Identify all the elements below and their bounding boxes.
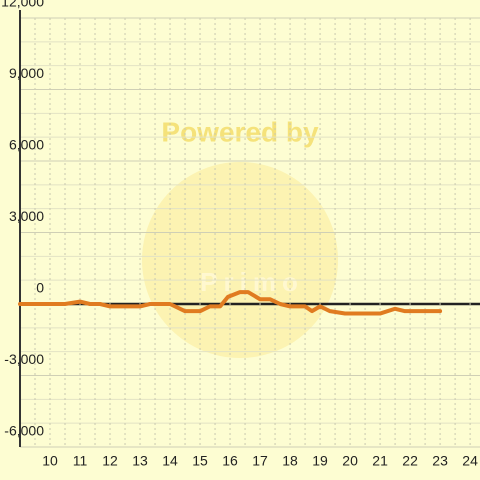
y-tick-label: 9,000 xyxy=(9,65,44,81)
x-tick-label: 23 xyxy=(432,453,448,469)
x-tick-label: 24 xyxy=(462,453,478,469)
x-tick-label: 16 xyxy=(222,453,238,469)
x-tick-label: 20 xyxy=(342,453,358,469)
y-tick-label: -3,000 xyxy=(4,351,44,367)
y-tick-label: -6,000 xyxy=(4,423,44,439)
x-tick-label: 15 xyxy=(192,453,208,469)
x-tick-label: 22 xyxy=(402,453,418,469)
x-tick-label: 10 xyxy=(42,453,58,469)
y-tick-label: 3,000 xyxy=(9,208,44,224)
y-tick-label: 12,000 xyxy=(1,0,44,10)
x-tick-label: 11 xyxy=(73,453,88,469)
watermark: Powered by xyxy=(161,116,319,147)
x-tick-label: 13 xyxy=(132,453,148,469)
x-tick-label: 19 xyxy=(312,453,328,469)
data-line xyxy=(18,290,443,316)
x-tick-label: 18 xyxy=(282,453,298,469)
y-tick-label: 6,000 xyxy=(9,137,44,153)
watermark-circle xyxy=(142,162,338,358)
x-tick-label: 21 xyxy=(372,453,388,469)
x-tick-label: 14 xyxy=(162,453,178,469)
x-tick-label: 17 xyxy=(252,453,268,469)
y-tick-label: 0 xyxy=(36,280,44,296)
x-tick-label: 12 xyxy=(102,453,118,469)
